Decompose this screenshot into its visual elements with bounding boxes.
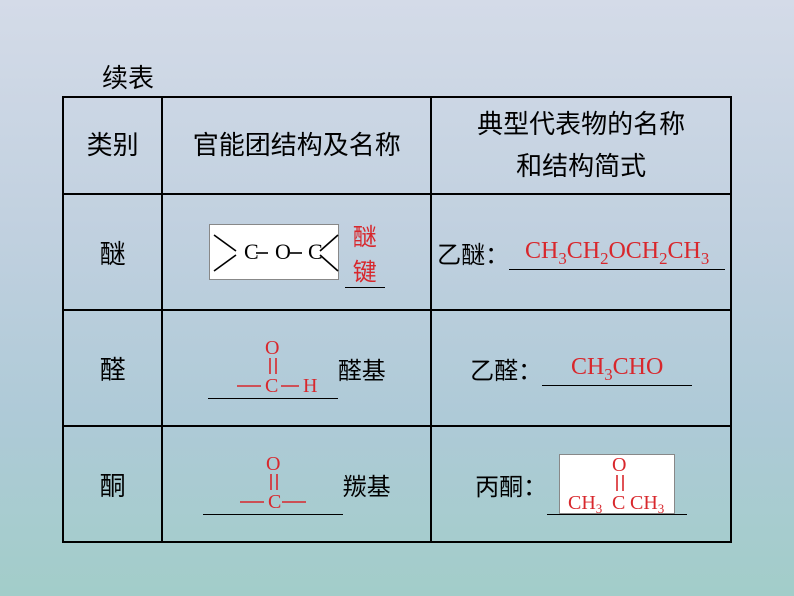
svg-text:O: O xyxy=(265,338,279,359)
cell-rep-aldehyde: 乙醛： CH3CHO xyxy=(431,310,731,426)
aldehyde-struct-fill: O C H xyxy=(208,338,338,399)
ketone-structure-diagram: O C xyxy=(228,454,318,514)
ketone-rep-label: 丙酮： xyxy=(475,467,547,502)
ketone-group-name: 羰基 xyxy=(343,467,391,502)
cell-rep-ether: 乙醚： CH3CH2OCH2CH3 xyxy=(431,194,731,310)
cell-rep-ketone: 丙酮： O CH3 C CH3 xyxy=(431,426,731,542)
cell-group-aldehyde: O C H 醛基 xyxy=(162,310,431,426)
aldehyde-group-name: 醛基 xyxy=(338,351,386,386)
acetone-structure-diagram: O CH3 C CH3 xyxy=(559,454,675,514)
table-header-row: 类别 官能团结构及名称 典型代表物的名称 和结构简式 xyxy=(63,97,731,194)
ketone-formula-fill: O CH3 C CH3 xyxy=(547,454,687,515)
header-category: 类别 xyxy=(63,97,162,194)
table-row: 醚 C O C xyxy=(63,194,731,310)
cell-category-ketone: 酮 xyxy=(63,426,162,542)
svg-text:C: C xyxy=(265,375,278,397)
table-caption: 续表 xyxy=(102,58,154,95)
aldehyde-rep-label: 乙醛： xyxy=(470,351,542,386)
svg-text:C: C xyxy=(268,491,281,513)
header-rep-line1: 典型代表物的名称 xyxy=(477,110,685,139)
ether-rep-label: 乙醚： xyxy=(437,235,509,270)
aldehyde-formula-fill: CH3CHO xyxy=(542,351,692,386)
header-group: 官能团结构及名称 xyxy=(162,97,431,194)
svg-text:O: O xyxy=(266,454,280,475)
ether-structure-diagram: C O C xyxy=(209,224,339,280)
ether-group-name: 醚键 xyxy=(353,225,377,286)
ketone-struct-fill: O C xyxy=(203,454,343,515)
ether-name-fill: 醚键 xyxy=(345,217,385,288)
aldehyde-structure-diagram: O C H xyxy=(219,338,327,398)
cell-category-aldehyde: 醛 xyxy=(63,310,162,426)
svg-text:CH3: CH3 xyxy=(630,492,664,515)
svg-text:C: C xyxy=(244,239,259,264)
cell-group-ketone: O C 羰基 xyxy=(162,426,431,542)
ether-formula: CH3CH2OCH2CH3 xyxy=(525,238,709,264)
svg-text:H: H xyxy=(303,375,317,397)
svg-text:O: O xyxy=(612,455,626,476)
aldehyde-formula: CH3CHO xyxy=(571,354,663,380)
header-rep-line2: 和结构简式 xyxy=(516,152,646,181)
cell-group-ether: C O C 醚键 xyxy=(162,194,431,310)
header-representative: 典型代表物的名称 和结构简式 xyxy=(431,97,731,194)
svg-text:O: O xyxy=(275,239,291,264)
svg-text:CH3: CH3 xyxy=(568,492,602,515)
table-row: 酮 O C 羰基 xyxy=(63,426,731,542)
svg-text:C: C xyxy=(612,492,625,514)
ether-formula-fill: CH3CH2OCH2CH3 xyxy=(509,235,725,270)
cell-category-ether: 醚 xyxy=(63,194,162,310)
table-row: 醛 O C H 醛基 xyxy=(63,310,731,426)
functional-group-table: 类别 官能团结构及名称 典型代表物的名称 和结构简式 醚 C O C xyxy=(62,96,732,543)
